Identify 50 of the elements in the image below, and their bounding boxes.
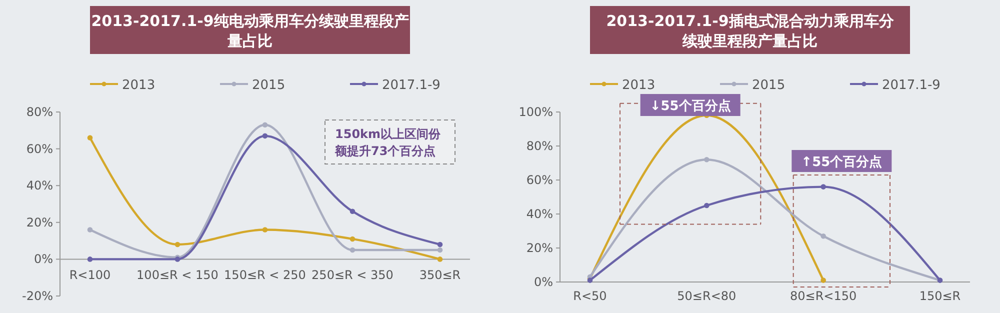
x-tick-label: 50≤R<80 xyxy=(677,289,736,303)
point xyxy=(262,133,268,139)
y-tick-label: 60% xyxy=(526,173,553,187)
y-tick-label: 80% xyxy=(526,139,553,153)
legend-label: 2015 xyxy=(252,78,286,93)
x-tick-label: 100≤R < 150 xyxy=(136,268,218,282)
point xyxy=(262,227,268,232)
chart-title: 2013-2017.1-9纯电动乘用车分续驶里程段产量占比 xyxy=(91,12,409,50)
point xyxy=(704,202,710,208)
legend-label: 2013 xyxy=(122,78,156,93)
y-tick-label: 60% xyxy=(26,142,53,156)
y-tick-label: 80% xyxy=(26,105,53,119)
x-tick-label: R<50 xyxy=(573,289,607,303)
point xyxy=(704,156,710,162)
x-tick-label: R<100 xyxy=(69,268,111,282)
point xyxy=(820,184,826,190)
chart-title: 2013-2017.1-9插电式混合动力乘用车分续驶里程段产量占比 xyxy=(606,12,895,50)
point xyxy=(174,242,180,248)
x-tick-label: 350≤R xyxy=(419,268,461,282)
legend-label: 2017.1-9 xyxy=(382,78,440,93)
point xyxy=(350,247,356,253)
point xyxy=(820,233,826,239)
point xyxy=(437,247,443,253)
x-tick-label: 150≤R < 250 xyxy=(224,268,306,282)
annotation: 150km以上区间份额提升73个百分点 xyxy=(334,127,442,158)
point xyxy=(350,208,356,214)
point xyxy=(87,227,93,232)
annotation: ↑55个百分点 xyxy=(801,154,882,170)
y-tick-label: -20% xyxy=(22,289,53,303)
point xyxy=(437,242,443,248)
y-tick-label: 100% xyxy=(518,105,553,119)
point xyxy=(437,256,443,262)
x-tick-label: 150≤R xyxy=(919,289,961,303)
x-tick-label: 250≤R < 350 xyxy=(312,268,394,282)
point xyxy=(87,256,93,262)
y-tick-label: 0% xyxy=(534,275,553,289)
annotation: ↓55个百分点 xyxy=(650,98,731,114)
point xyxy=(262,122,268,128)
y-tick-label: 0% xyxy=(34,252,53,266)
y-tick-label: 40% xyxy=(26,178,53,193)
point xyxy=(87,135,93,140)
legend-label: 2015 xyxy=(752,78,786,93)
point xyxy=(820,278,826,283)
point xyxy=(350,236,356,242)
y-tick-label: 20% xyxy=(526,241,553,255)
y-tick-label: 20% xyxy=(26,215,53,230)
x-tick-label: 80≤R<150 xyxy=(790,289,857,303)
y-tick-label: 40% xyxy=(526,207,553,221)
legend-label: 2017.1-9 xyxy=(882,78,940,93)
legend-label: 2013 xyxy=(622,78,656,93)
